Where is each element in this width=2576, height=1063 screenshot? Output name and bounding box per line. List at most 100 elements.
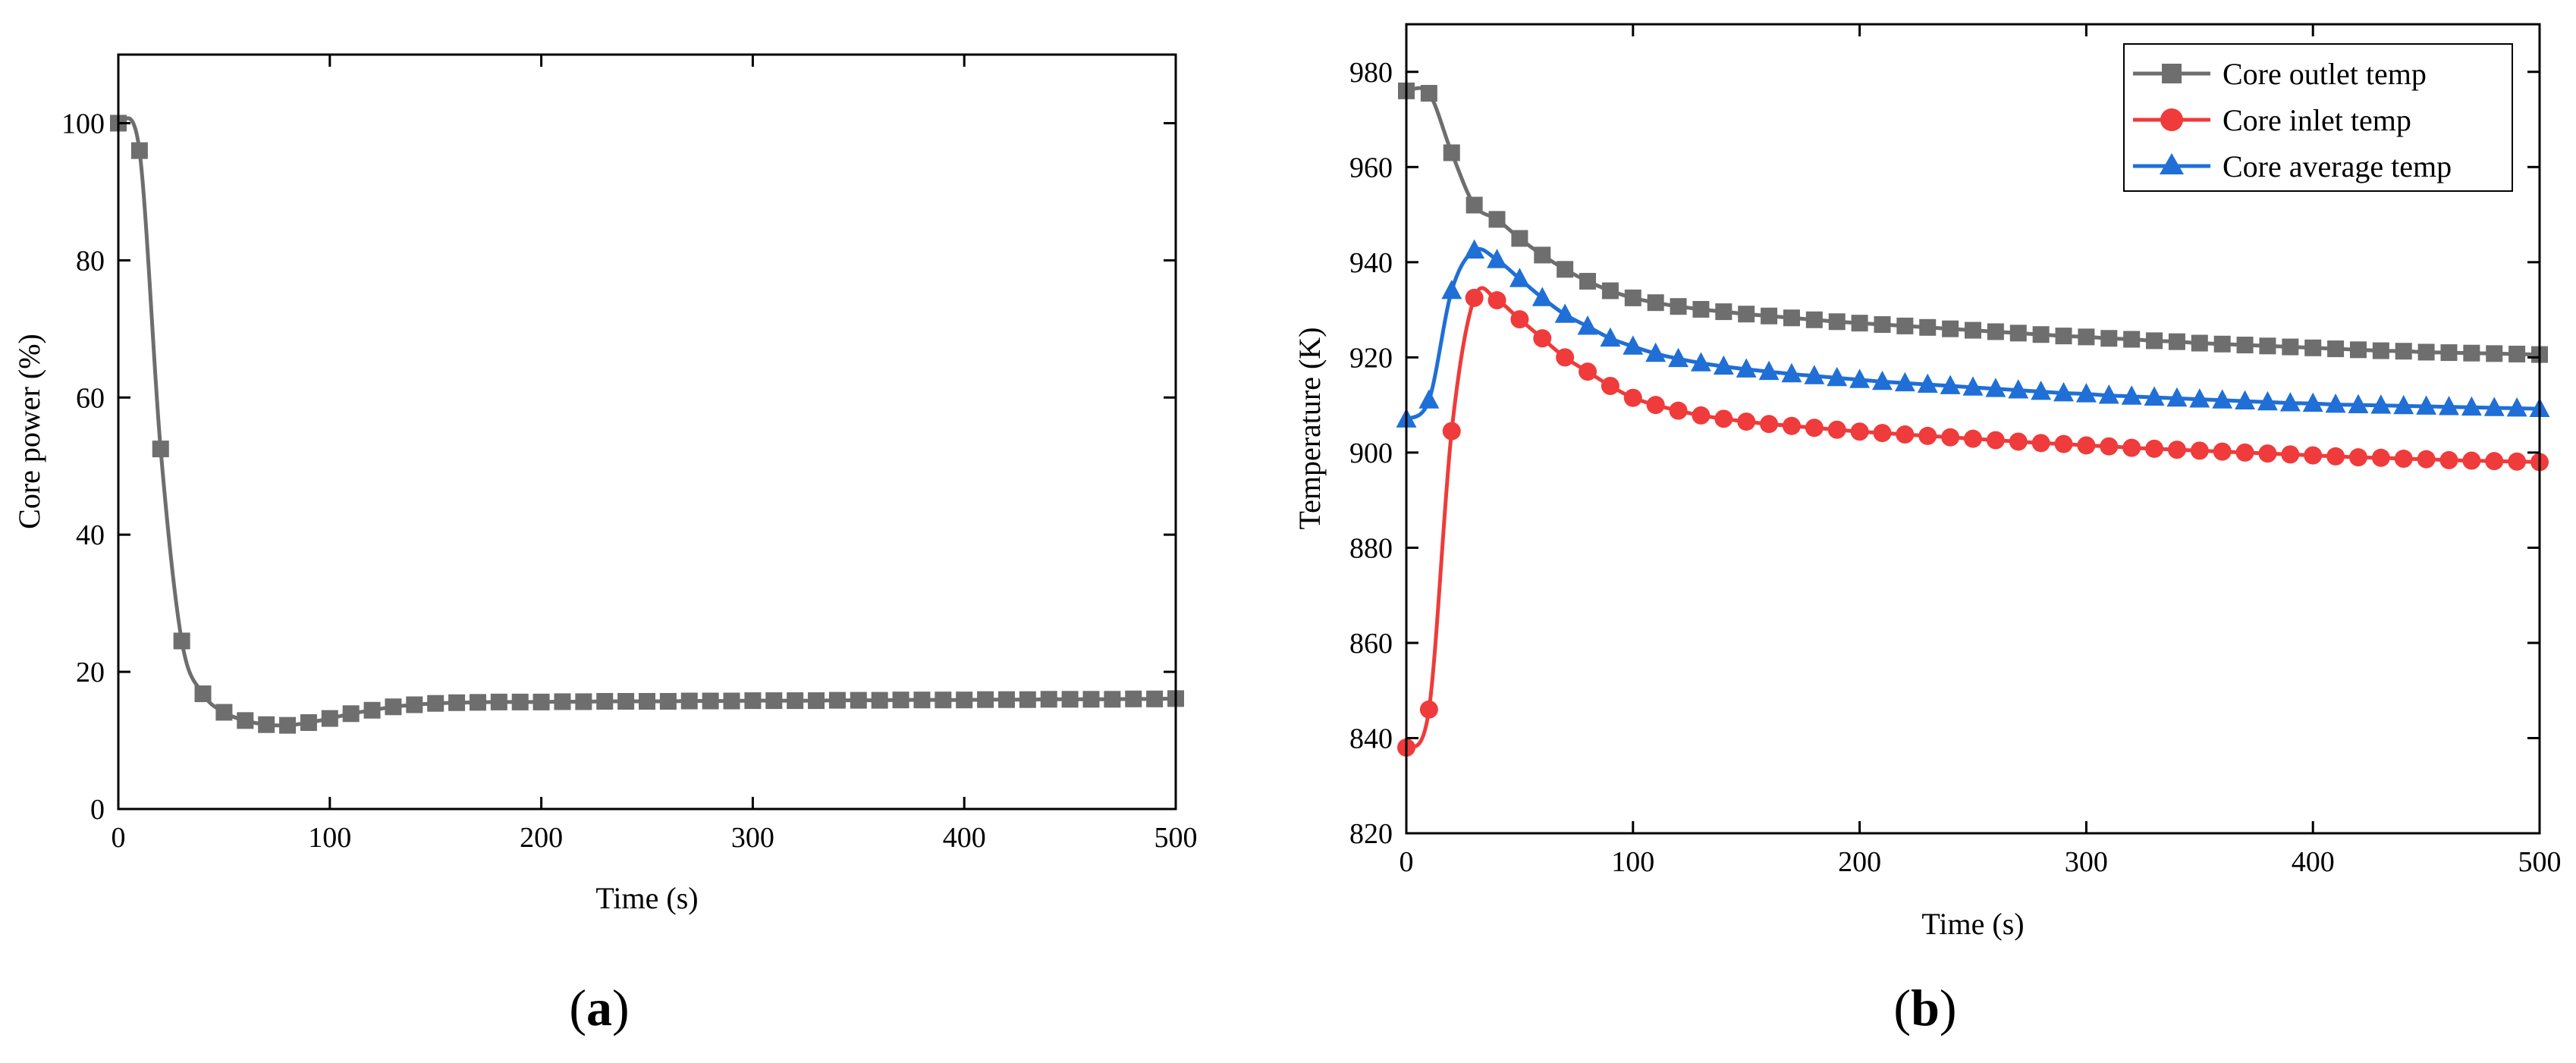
panel-a-data-point-core-power: [850, 691, 867, 709]
panel-b-data-point-core-average-temp: [2212, 389, 2233, 409]
panel-b-data-point-core-average-temp: [1872, 370, 1893, 390]
panel-b-data-point-core-average-temp: [1894, 372, 1915, 392]
panel-b-ticks: 0 100 200 300 400 500 820 840 860 880 900 920 940 960…: [1349, 24, 2562, 878]
panel-b-data-point-core-outlet-temp: [2463, 344, 2480, 362]
panel-b-data-point-core-outlet-temp: [2395, 343, 2412, 360]
panel-a-y-tick-label: 60: [76, 382, 105, 414]
panel-b-data-point-core-average-temp: [1600, 327, 1621, 347]
panel-b-data-point-core-outlet-temp: [1647, 294, 1664, 312]
panel-a-plot-area: [110, 114, 1184, 734]
panel-b-data-point-core-average-temp: [1804, 365, 1825, 384]
panel-b-data-point-core-inlet-temp: [2077, 436, 2096, 455]
panel-b-data-point-core-outlet-temp: [2009, 325, 2027, 342]
panel-b-data-point-core-inlet-temp: [1918, 426, 1937, 445]
panel-b-y-tick-label: 980: [1349, 57, 1393, 89]
panel-a-data-point-core-power: [427, 695, 445, 712]
panel-b-data-point-core-inlet-temp: [2009, 432, 2028, 451]
panel-b-data-point-core-average-temp: [1736, 358, 1757, 378]
panel-b-data-point-core-average-temp: [2302, 392, 2323, 412]
panel-b-data-point-core-outlet-temp: [2282, 338, 2299, 356]
panel-a-data-point-core-power: [659, 692, 677, 710]
panel-a-core-power-chart: 0 100 200 300 400 500 0 20 40 60 80 100 Time (s) Co…: [12, 53, 1198, 1036]
panel-b-data-point-core-outlet-temp: [1511, 230, 1528, 247]
panel-b-data-point-core-outlet-temp: [2372, 342, 2389, 359]
panel-b-plot-area: [1396, 82, 2550, 757]
panel-a-data-point-core-power: [1104, 691, 1121, 708]
panel-b-data-point-core-inlet-temp: [1533, 329, 1552, 348]
panel-a-data-point-core-power: [215, 704, 233, 721]
panel-b-data-point-core-inlet-temp: [1873, 424, 1892, 443]
panel-a-data-point-core-power: [892, 691, 909, 709]
panel-b-data-point-core-outlet-temp: [1557, 261, 1574, 278]
panel-b-data-point-core-average-temp: [2483, 397, 2505, 416]
legend-label-core-outlet-temp: Core outlet temp: [2223, 57, 2427, 91]
panel-b-data-point-core-outlet-temp: [1987, 323, 2004, 340]
panel-b-temperature-chart: 0 100 200 300 400 500 820 840 860 880 900 920 940 960…: [1293, 23, 2562, 1036]
panel-a-data-point-core-power: [639, 692, 655, 710]
panel-b-data-point-core-inlet-temp: [2281, 445, 2300, 464]
panel-b-y-axis-title: Temperature (K): [1293, 327, 1327, 529]
panel-b-data-point-core-average-temp: [1758, 360, 1780, 381]
panel-b-data-point-core-inlet-temp: [1646, 396, 1665, 415]
panel-b-series-line-core-inlet-temp: [1404, 286, 2540, 749]
panel-a-data-point-core-power: [194, 685, 212, 703]
panel-a-data-point-core-power: [1125, 690, 1142, 707]
panel-b-data-point-core-inlet-temp: [1579, 362, 1597, 381]
panel-a-data-point-core-power: [596, 692, 614, 710]
panel-a-y-tick-label: 20: [76, 657, 105, 688]
panel-a-data-point-core-power: [173, 632, 190, 650]
panel-a-data-point-core-power: [787, 692, 804, 710]
panel-b-x-axis-title: Time (s): [1921, 907, 2024, 941]
panel-b-data-point-core-outlet-temp: [2259, 337, 2276, 355]
panel-b-data-point-core-inlet-temp: [1714, 409, 1733, 428]
panel-b-data-point-core-average-temp: [2370, 394, 2392, 414]
panel-a-x-axis-title: Time (s): [595, 881, 698, 915]
panel-b-data-point-core-inlet-temp: [2031, 434, 2050, 453]
panel-a-data-point-core-power: [977, 691, 994, 708]
panel-b-data-point-core-outlet-temp: [1965, 321, 1981, 339]
panel-b-data-point-core-average-temp: [2075, 383, 2097, 403]
panel-b-data-point-core-average-temp: [2121, 385, 2142, 405]
panel-b-data-point-core-outlet-temp: [1805, 311, 1823, 328]
panel-b-data-point-core-inlet-temp: [1465, 288, 1484, 307]
panel-a-data-point-core-power: [469, 694, 486, 711]
panel-b-data-point-core-outlet-temp: [2304, 339, 2322, 356]
panel-b-data-point-core-inlet-temp: [1850, 422, 1869, 441]
panel-a-data-point-core-power: [935, 691, 952, 709]
panel-b-plot-frame: [1405, 23, 2541, 835]
panel-a-data-point-core-power: [554, 693, 571, 710]
panel-b-data-point-core-average-temp: [1418, 389, 1440, 409]
panel-b-data-point-core-inlet-temp: [1896, 425, 1915, 444]
panel-a-y-axis-title: Core power (%): [12, 334, 46, 529]
panel-b-data-point-core-inlet-temp: [1964, 429, 1982, 448]
panel-a-data-point-core-power: [258, 716, 275, 733]
panel-b-data-point-core-inlet-temp: [2508, 452, 2527, 471]
panel-a-plot-frame: [117, 53, 1177, 811]
panel-b-x-tick-label: 300: [2065, 846, 2108, 878]
panel-b-label: (b): [1893, 979, 1956, 1036]
panel-a-data-point-core-power: [237, 712, 254, 729]
panel-b-data-point-core-average-temp: [1962, 376, 1984, 396]
panel-a-x-tick-label: 300: [731, 822, 774, 854]
panel-b-data-point-core-average-temp: [1713, 355, 1734, 375]
panel-b-data-point-core-average-temp: [1690, 352, 1711, 372]
panel-b-data-point-core-average-temp: [1849, 368, 1871, 388]
panel-b-data-point-core-average-temp: [2144, 386, 2165, 406]
panel-b-x-tick-label: 100: [1611, 846, 1654, 878]
panel-b-data-point-core-average-temp: [2189, 388, 2210, 408]
panel-b-data-point-core-inlet-temp: [1556, 348, 1575, 367]
panel-b-data-point-core-outlet-temp: [1624, 289, 1641, 306]
panel-b-data-point-core-average-temp: [2279, 392, 2301, 412]
panel-b-data-point-core-inlet-temp: [1805, 419, 1824, 437]
panel-a-data-point-core-power: [130, 142, 148, 159]
panel-a-data-point-core-power: [448, 694, 466, 711]
panel-a-data-point-core-power: [1040, 691, 1057, 708]
panel-b-data-point-core-outlet-temp: [1692, 300, 1710, 318]
panel-b-data-point-core-outlet-temp: [1828, 313, 1846, 331]
panel-b-data-point-core-inlet-temp: [1487, 291, 1506, 310]
panel-b-data-point-core-outlet-temp: [1874, 316, 1891, 334]
panel-b-data-point-core-outlet-temp: [2078, 328, 2095, 346]
panel-b-y-tick-label: 900: [1349, 437, 1393, 469]
legend-entry-core-inlet-temp: Core inlet temp: [2133, 103, 2411, 137]
panel-b-data-point-core-average-temp: [1781, 362, 1802, 383]
